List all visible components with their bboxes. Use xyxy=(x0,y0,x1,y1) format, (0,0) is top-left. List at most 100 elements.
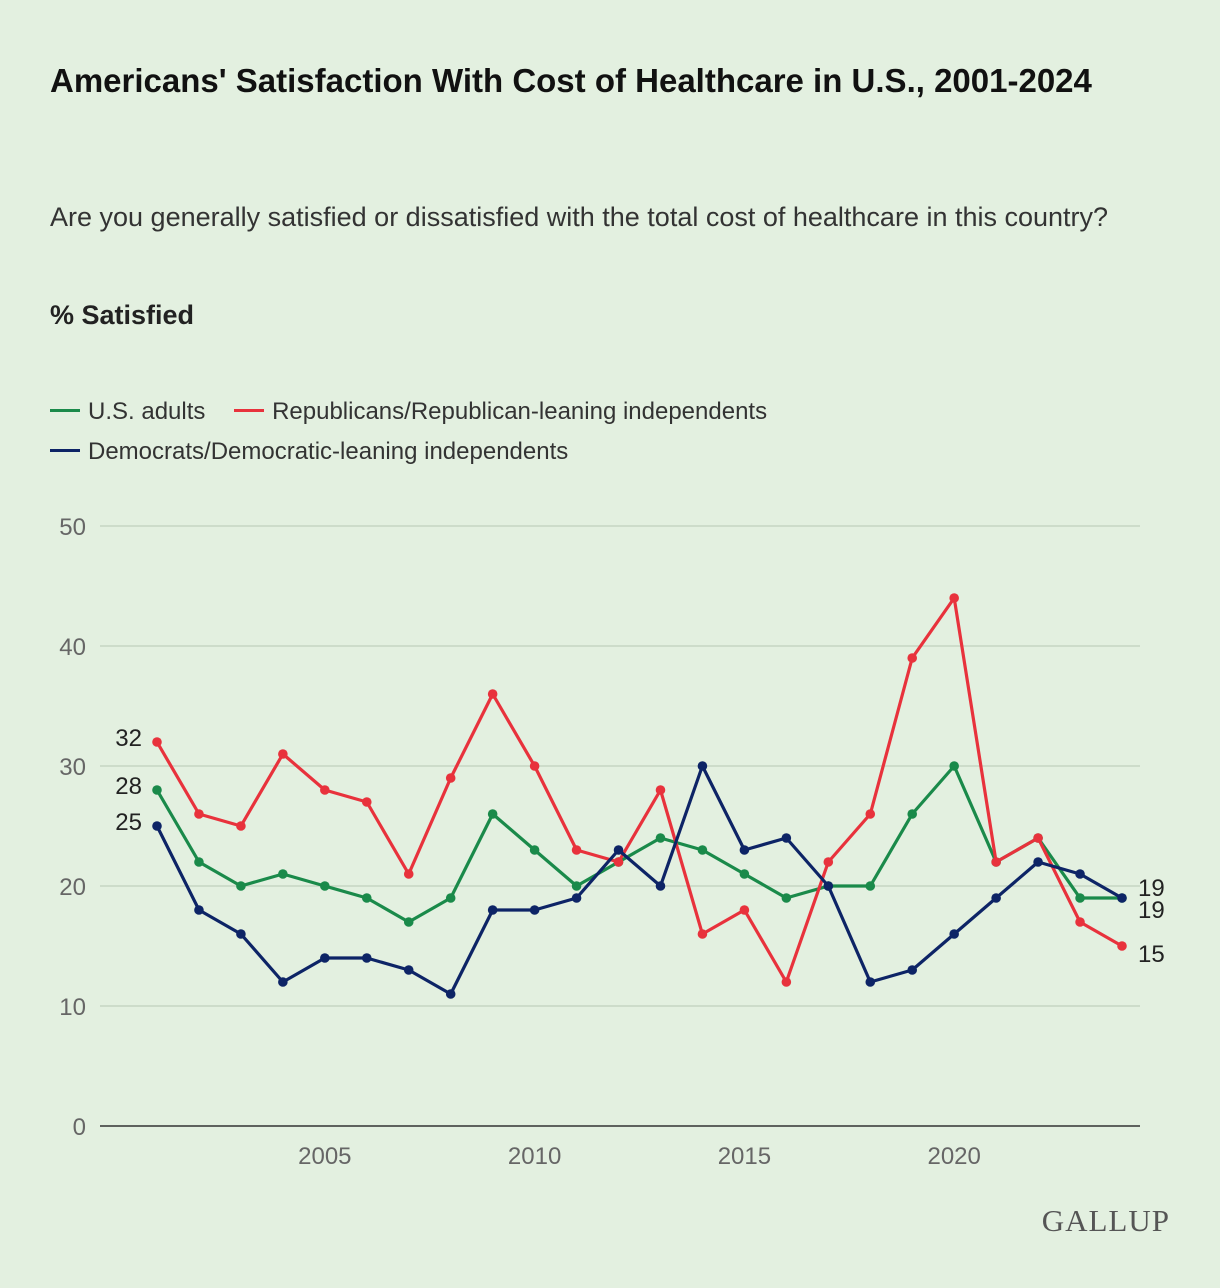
legend-swatch-republicans xyxy=(234,409,265,413)
legend-label-us-adults: U.S. adults xyxy=(88,398,206,425)
data-point-republicans-2007 xyxy=(403,869,414,879)
data-point-republicans-2002 xyxy=(194,809,204,819)
series-line-us-adults xyxy=(155,764,1122,924)
data-point-republicans-2018 xyxy=(865,809,876,819)
x-tick-label-2015: 2015 xyxy=(718,1143,771,1170)
measure-label: % Satisfied xyxy=(50,300,195,330)
data-point-us-adults-2007 xyxy=(403,917,414,927)
data-point-democrats-2006 xyxy=(361,953,372,963)
legend-label-democrats: Democrats/Democratic-leaning independent… xyxy=(88,438,569,465)
data-point-republicans-2005 xyxy=(320,785,330,795)
y-tick-label-0: 0 xyxy=(73,1114,86,1141)
data-point-republicans-2008 xyxy=(445,773,456,783)
data-point-us-adults-2015 xyxy=(739,869,750,879)
x-tick-label-2005: 2005 xyxy=(298,1143,351,1170)
data-point-democrats-2013 xyxy=(655,881,666,891)
data-point-republicans-2012 xyxy=(613,857,624,867)
data-point-republicans-2011 xyxy=(571,845,582,855)
data-point-democrats-2023 xyxy=(1075,869,1085,879)
data-point-democrats-2017 xyxy=(823,881,834,891)
data-point-democrats-2022 xyxy=(1033,857,1043,867)
data-point-democrats-2002 xyxy=(194,905,204,915)
data-point-democrats-2005 xyxy=(320,953,330,963)
data-point-us-adults-2004 xyxy=(278,869,288,879)
data-point-us-adults-2002 xyxy=(194,857,204,867)
data-point-democrats-2008 xyxy=(445,989,456,999)
data-point-democrats-2010 xyxy=(529,905,540,915)
data-point-democrats-2007 xyxy=(403,965,414,975)
end-label-republicans: 15 xyxy=(1138,941,1165,968)
legend-swatch-democrats xyxy=(50,449,80,453)
legend-item-democrats: Democrats/Democratic-leaning independent… xyxy=(50,432,568,472)
data-point-us-adults-2001 xyxy=(152,785,162,795)
data-point-democrats-2015 xyxy=(739,845,750,855)
data-point-democrats-2020 xyxy=(949,929,959,939)
data-point-republicans-2019 xyxy=(907,653,918,663)
data-point-us-adults-2014 xyxy=(697,845,708,855)
data-point-republicans-2024 xyxy=(1117,941,1127,951)
data-point-us-adults-2018 xyxy=(865,881,876,891)
legend-label-republicans: Republicans/Republican-leaning independe… xyxy=(272,398,768,425)
data-point-republicans-2009 xyxy=(487,689,498,699)
data-point-us-adults-2008 xyxy=(445,893,456,903)
data-point-republicans-2015 xyxy=(739,905,750,915)
legend-item-republicans: Republicans/Republican-leaning independe… xyxy=(234,392,767,432)
data-point-us-adults-2003 xyxy=(236,881,246,891)
legend: U.S. adults Republicans/Republican-leani… xyxy=(50,392,1150,472)
data-point-republicans-2006 xyxy=(361,797,372,807)
chart-subtitle: Are you generally satisfied or dissatisf… xyxy=(50,202,1109,232)
x-tick-label-2020: 2020 xyxy=(927,1143,980,1170)
data-point-democrats-2004 xyxy=(278,977,288,987)
data-point-us-adults-2011 xyxy=(571,881,582,891)
data-point-republicans-2021 xyxy=(991,857,1001,867)
data-point-us-adults-2020 xyxy=(949,761,959,771)
series-line-republicans xyxy=(155,596,1123,984)
data-point-us-adults-2013 xyxy=(655,833,666,843)
data-point-democrats-2001 xyxy=(152,821,162,831)
data-point-us-adults-2006 xyxy=(361,893,372,903)
series-line-democrats xyxy=(155,764,1123,996)
end-label-democrats: 19 xyxy=(1138,875,1165,902)
data-point-democrats-2021 xyxy=(991,893,1001,903)
data-point-republicans-2003 xyxy=(236,821,246,831)
data-point-republicans-2017 xyxy=(823,857,834,867)
data-point-us-adults-2005 xyxy=(320,881,330,891)
start-label-democrats: 25 xyxy=(115,809,142,836)
y-tick-label-40: 40 xyxy=(59,634,86,661)
end-label-us-adults: 19 xyxy=(1138,897,1165,924)
data-point-us-adults-2010 xyxy=(529,845,540,855)
data-point-republicans-2001 xyxy=(152,737,162,747)
data-point-republicans-2022 xyxy=(1033,833,1043,843)
data-point-republicans-2020 xyxy=(949,593,959,603)
data-point-democrats-2019 xyxy=(907,965,918,975)
start-label-republicans: 32 xyxy=(115,725,142,752)
legend-item-us-adults: U.S. adults xyxy=(50,392,205,432)
data-point-us-adults-2016 xyxy=(781,893,792,903)
data-point-democrats-2011 xyxy=(571,893,582,903)
gallup-logo: GALLUP xyxy=(1041,1203,1170,1238)
legend-swatch-us-adults xyxy=(50,409,80,413)
chart-title: Americans' Satisfaction With Cost of Hea… xyxy=(50,62,1092,99)
data-point-democrats-2012 xyxy=(613,845,624,855)
data-point-democrats-2014 xyxy=(697,761,708,771)
y-tick-label-20: 20 xyxy=(59,874,86,901)
data-point-us-adults-2009 xyxy=(487,809,498,819)
data-point-democrats-2024 xyxy=(1117,893,1127,903)
data-point-republicans-2013 xyxy=(655,785,666,795)
data-point-republicans-2004 xyxy=(278,749,288,759)
data-point-us-adults-2019 xyxy=(907,809,918,819)
data-point-republicans-2016 xyxy=(781,977,792,987)
data-point-republicans-2010 xyxy=(529,761,540,771)
data-point-us-adults-2023 xyxy=(1075,893,1085,903)
x-tick-label-2010: 2010 xyxy=(508,1143,561,1170)
data-point-democrats-2016 xyxy=(781,833,792,843)
data-point-republicans-2023 xyxy=(1075,917,1085,927)
data-point-republicans-2014 xyxy=(697,929,708,939)
y-tick-label-10: 10 xyxy=(59,994,86,1021)
data-point-democrats-2003 xyxy=(236,929,246,939)
start-label-us-adults: 28 xyxy=(115,773,142,800)
data-point-democrats-2009 xyxy=(487,905,498,915)
data-point-democrats-2018 xyxy=(865,977,876,987)
y-tick-label-50: 50 xyxy=(59,514,86,541)
